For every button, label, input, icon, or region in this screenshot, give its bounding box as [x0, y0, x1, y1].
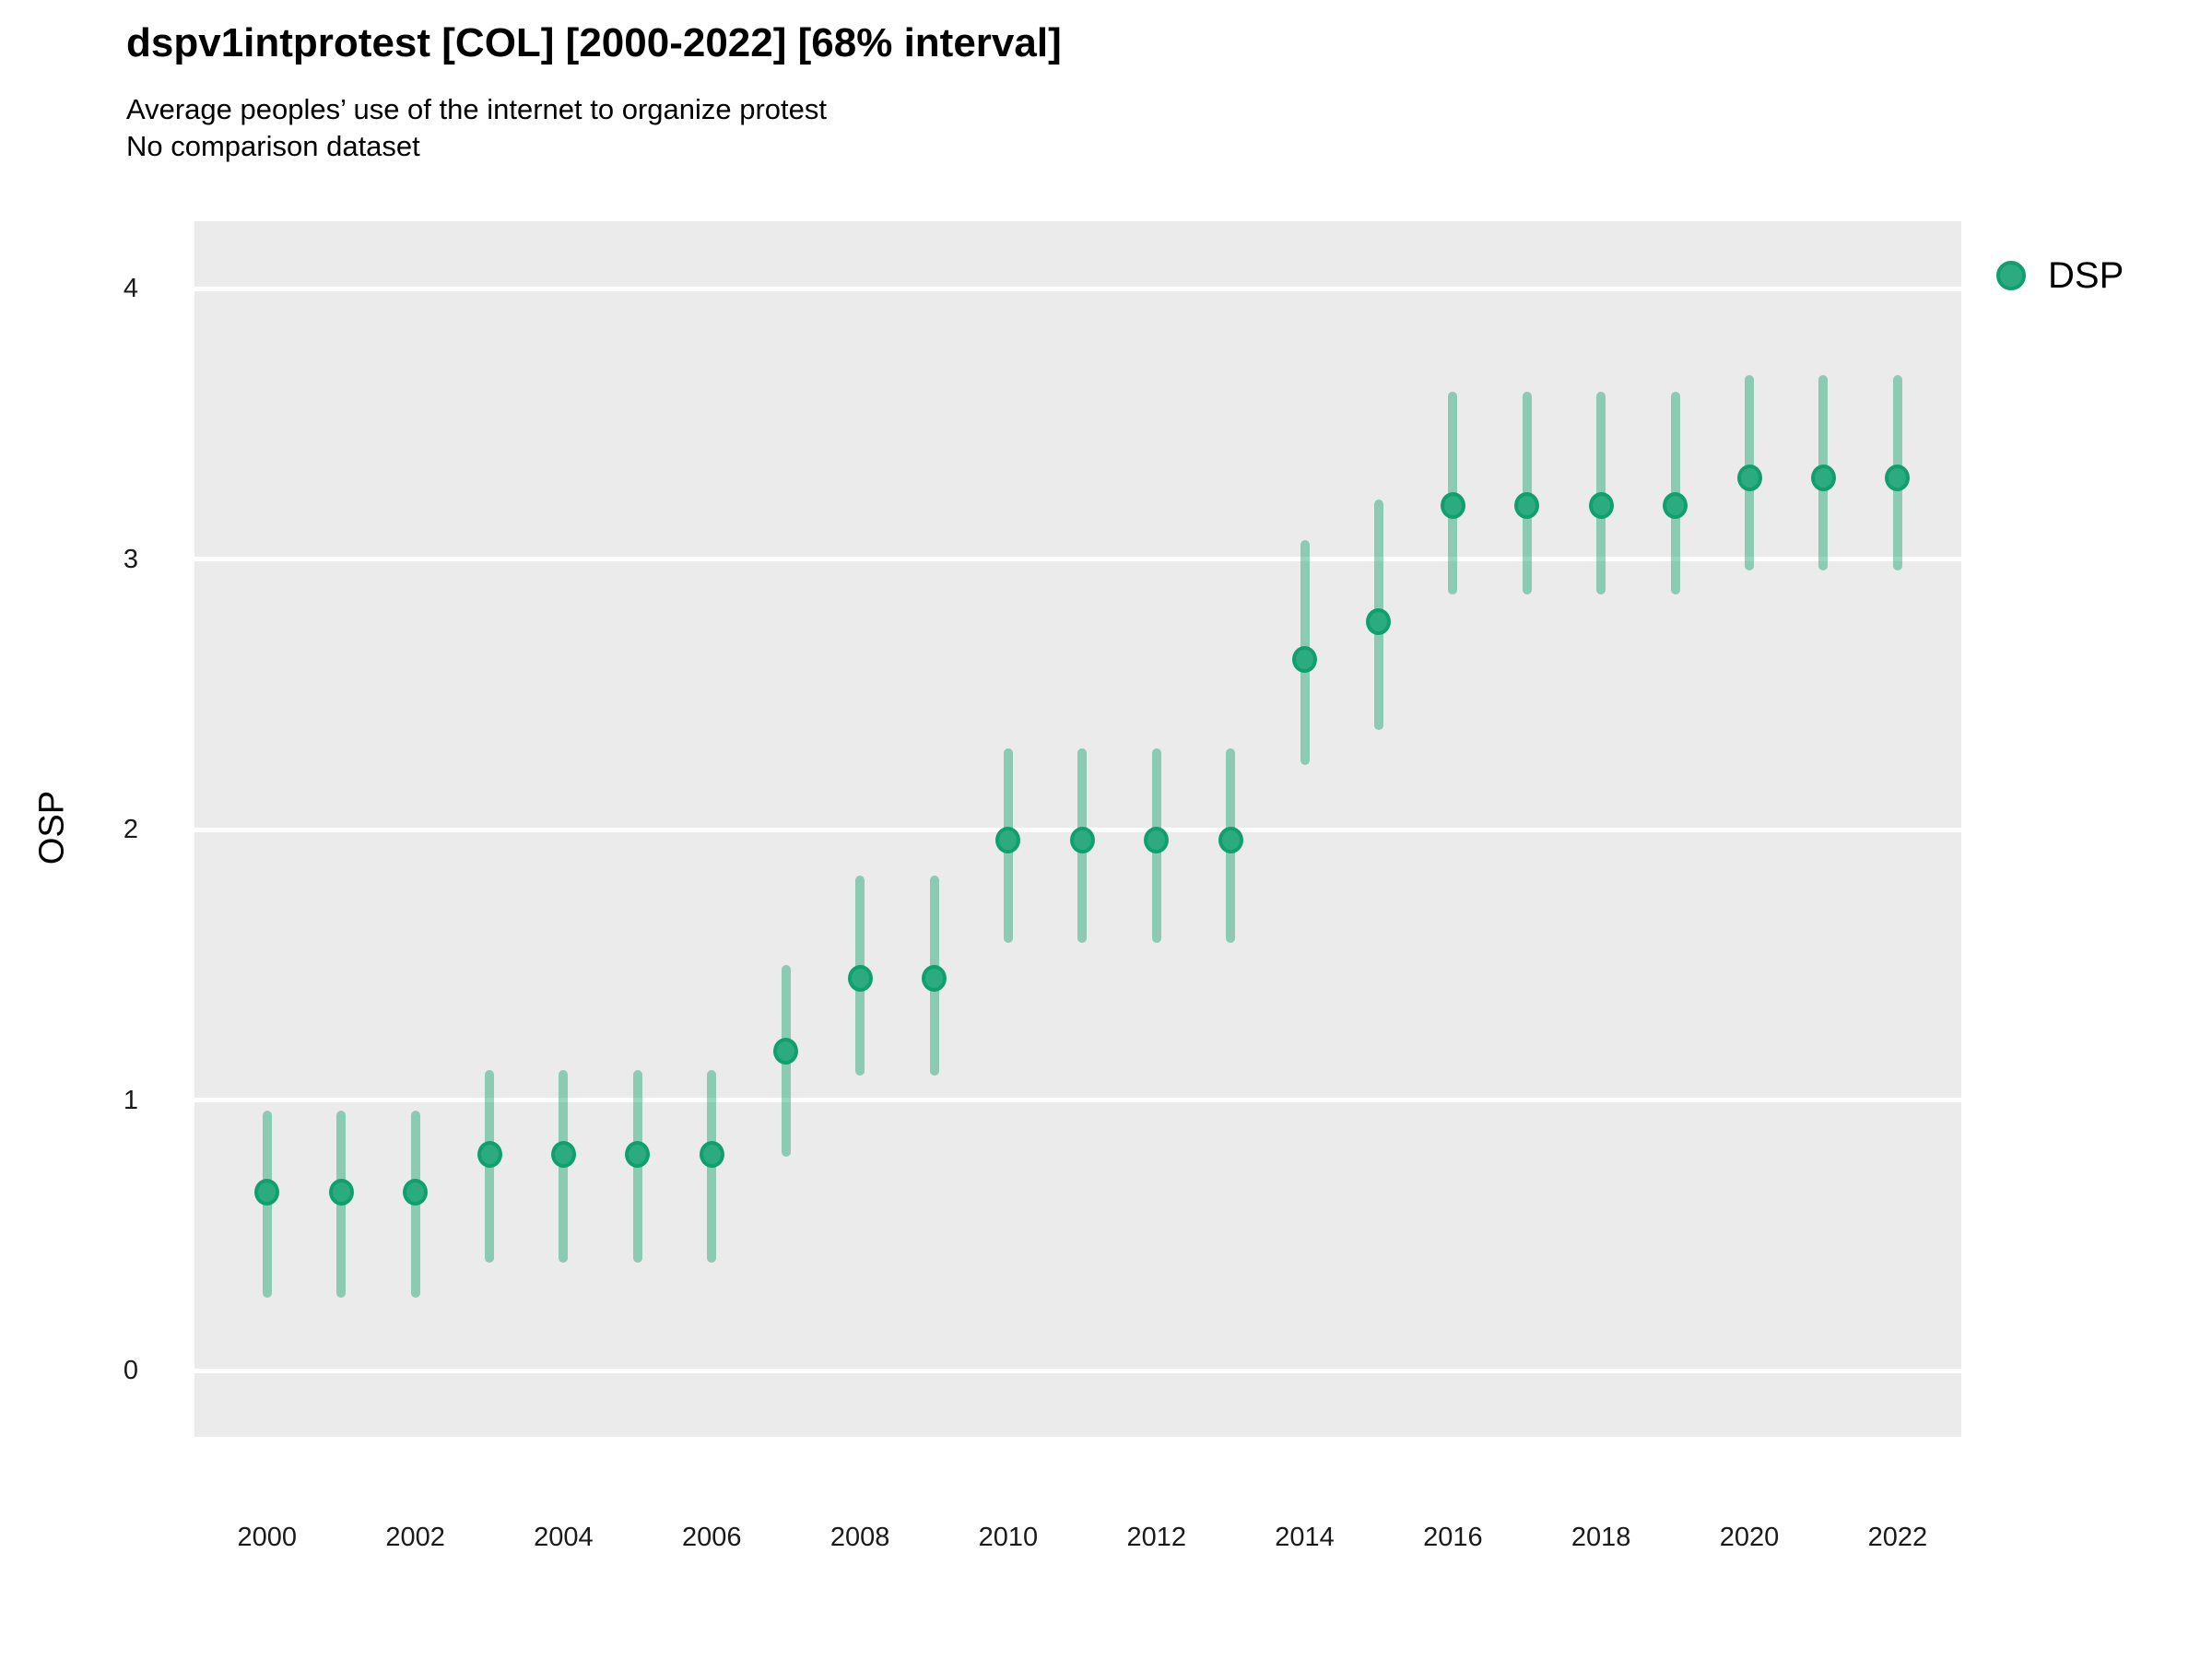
- point-2016: [1440, 491, 1465, 519]
- point-2000: [254, 1178, 280, 1206]
- gridline-y-4: [194, 286, 1961, 291]
- point-2001: [328, 1178, 354, 1206]
- point-2015: [1366, 607, 1392, 635]
- x-tick-2010: 2010: [978, 1523, 1039, 1552]
- x-tick-2012: 2012: [1126, 1523, 1186, 1552]
- point-2021: [1810, 465, 1836, 492]
- point-2022: [1885, 465, 1911, 492]
- point-2006: [699, 1140, 724, 1168]
- point-2003: [477, 1140, 502, 1168]
- point-2005: [625, 1140, 651, 1168]
- y-tick-4: 4: [123, 274, 138, 304]
- chart-subtitle: Average peoples’ use of the internet to …: [126, 93, 827, 125]
- x-tick-2020: 2020: [1719, 1523, 1780, 1552]
- point-2020: [1736, 465, 1762, 492]
- y-tick-3: 3: [123, 544, 138, 574]
- point-2012: [1144, 827, 1170, 854]
- gridline-y-3: [194, 557, 1961, 562]
- y-tick-2: 2: [123, 815, 138, 845]
- point-2008: [847, 965, 873, 993]
- x-tick-2004: 2004: [534, 1523, 594, 1552]
- chart-note: No comparison dataset: [126, 130, 420, 162]
- point-2010: [995, 827, 1021, 854]
- x-tick-2018: 2018: [1571, 1523, 1631, 1552]
- legend-label: DSP: [2048, 255, 2124, 296]
- point-2013: [1218, 827, 1243, 854]
- plot-panel: [194, 221, 1961, 1437]
- x-tick-2014: 2014: [1275, 1523, 1335, 1552]
- point-2009: [922, 965, 947, 993]
- point-2007: [773, 1038, 799, 1065]
- point-2002: [403, 1178, 429, 1206]
- x-tick-2016: 2016: [1423, 1523, 1483, 1552]
- legend-point-icon: [1996, 261, 2026, 290]
- x-tick-2022: 2022: [1867, 1523, 1928, 1552]
- gridline-y-1: [194, 1098, 1961, 1103]
- gridline-y-0: [194, 1368, 1961, 1373]
- chart-title: dspv1intprotest [COL] [2000-2022] [68% i…: [126, 20, 1062, 65]
- x-tick-2000: 2000: [237, 1523, 298, 1552]
- point-2011: [1069, 827, 1095, 854]
- x-tick-2006: 2006: [682, 1523, 742, 1552]
- x-tick-2008: 2008: [830, 1523, 890, 1552]
- y-tick-1: 1: [123, 1085, 138, 1115]
- point-2019: [1663, 491, 1688, 519]
- point-2018: [1588, 491, 1614, 519]
- point-2017: [1514, 491, 1540, 519]
- point-2004: [550, 1140, 576, 1168]
- y-tick-0: 0: [123, 1356, 138, 1386]
- point-2014: [1292, 645, 1318, 673]
- x-tick-2002: 2002: [385, 1523, 445, 1552]
